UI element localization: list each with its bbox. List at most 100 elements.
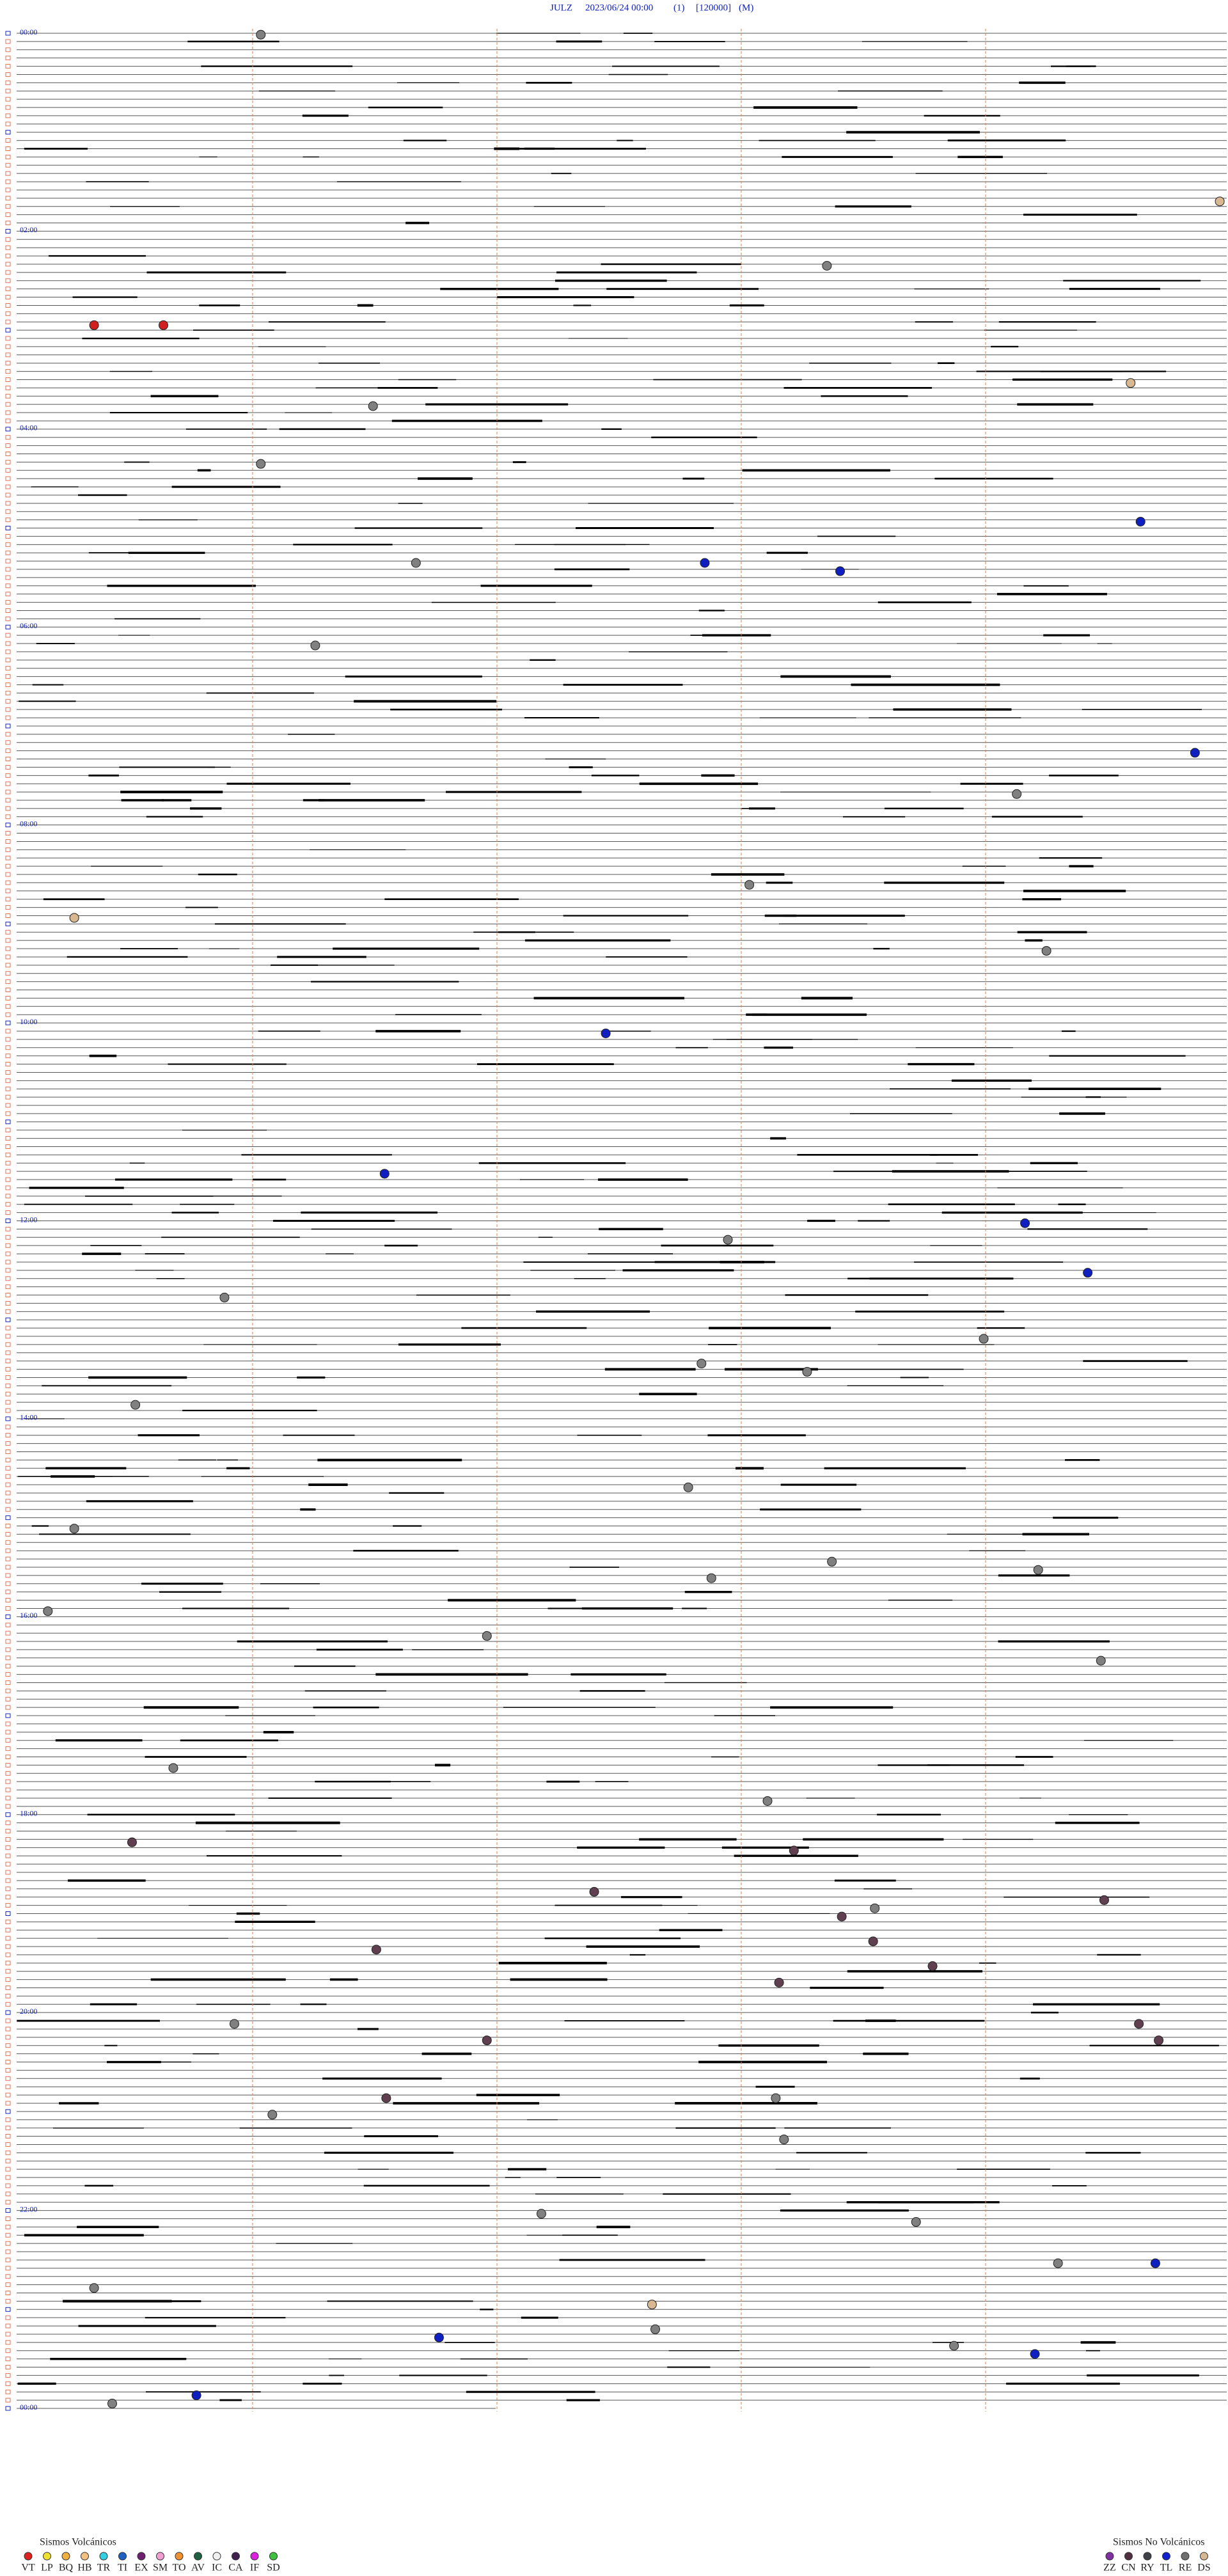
event-marker [43,1606,53,1616]
row-marker [5,1936,11,1941]
row-marker [5,995,11,1000]
event-marker [789,1845,799,1856]
row-marker [5,1895,11,1900]
event-marker [371,1945,381,1955]
hour-label: 18:00 [20,1809,37,1818]
row-marker [5,1260,11,1265]
event-marker [69,913,79,923]
row-marker [5,221,11,226]
row-marker [5,1276,11,1281]
row-marker [5,2323,11,2328]
row-marker [5,1738,11,1743]
row-marker [5,72,11,77]
row-marker [5,1284,11,1290]
event-marker [1053,2258,1063,2268]
row-marker [5,2092,11,2098]
row-marker [5,1680,11,1685]
event-marker [1154,2035,1164,2046]
row-marker [5,179,11,184]
event-marker [1099,1895,1109,1905]
row-marker [5,1672,11,1677]
row-marker [5,1325,11,1331]
row-marker [5,2043,11,2048]
event-marker [762,1796,773,1806]
row-marker [5,2084,11,2089]
legend-title: Sismos Volcánicos [40,2537,116,2548]
row-marker [5,1136,11,1141]
hour-label: 14:00 [20,1413,37,1422]
row-marker [5,295,11,300]
row-marker [5,2051,11,2057]
legend-label: IC [212,2563,222,2573]
hour-label: 06:00 [20,621,37,630]
row-marker [5,2282,11,2288]
row-marker [5,1086,11,1091]
row-marker [5,1037,11,1042]
row-marker [5,2208,11,2213]
row-marker [5,624,11,629]
row-marker [5,1202,11,1207]
legend-swatch [269,2552,278,2561]
event-marker [127,1837,137,1847]
row-marker [5,2060,11,2065]
row-marker [5,253,11,258]
event-marker [802,1367,812,1377]
event-marker [697,1359,707,1369]
row-marker [5,459,11,464]
row-marker [5,764,11,770]
row-marker [5,2348,11,2353]
hour-label: 16:00 [20,1611,37,1620]
row-marker [5,443,11,448]
row-marker [5,798,11,803]
row-marker [5,2389,11,2394]
event-marker [168,1763,178,1773]
row-marker [5,1119,11,1125]
row-marker [5,921,11,926]
row-marker [5,666,11,671]
event-marker [1134,2019,1144,2029]
legend-swatch [194,2552,202,2561]
event-marker [158,320,168,330]
row-marker [5,47,11,52]
row-marker [5,872,11,877]
row-marker [5,1787,11,1792]
row-marker [5,204,11,209]
event-marker [870,1903,880,1913]
row-marker [5,2117,11,2122]
row-marker [5,1029,11,1034]
row-marker [5,633,11,638]
scale: [120000] [696,3,731,13]
legend-label: DS [1197,2563,1210,2573]
row-marker [5,311,11,316]
row-marker [5,237,11,242]
row-marker [5,336,11,341]
row-marker [5,162,11,168]
row-marker [5,2027,11,2032]
row-marker [5,1243,11,1248]
legend-label: RE [1179,2563,1192,2573]
row-marker [5,1655,11,1661]
row-marker [5,2398,11,2403]
row-marker [5,732,11,737]
row-marker [5,1350,11,1355]
row-marker [5,831,11,836]
row-marker [5,567,11,572]
row-marker [5,550,11,555]
row-marker [5,1062,11,1067]
legend-swatch [212,2552,221,2561]
event-marker [868,1936,878,1947]
event-marker [1190,748,1200,758]
row-marker [5,963,11,968]
event-marker [650,2324,661,2334]
row-marker [5,1004,11,1009]
row-marker [5,2109,11,2114]
row-marker [5,2192,11,2197]
row-marker [5,864,11,869]
row-marker [5,1639,11,1644]
row-marker [5,1771,11,1776]
row-marker [5,946,11,951]
event-marker [256,459,266,469]
event-marker [706,1573,716,1583]
legend-label: TR [97,2563,111,2573]
